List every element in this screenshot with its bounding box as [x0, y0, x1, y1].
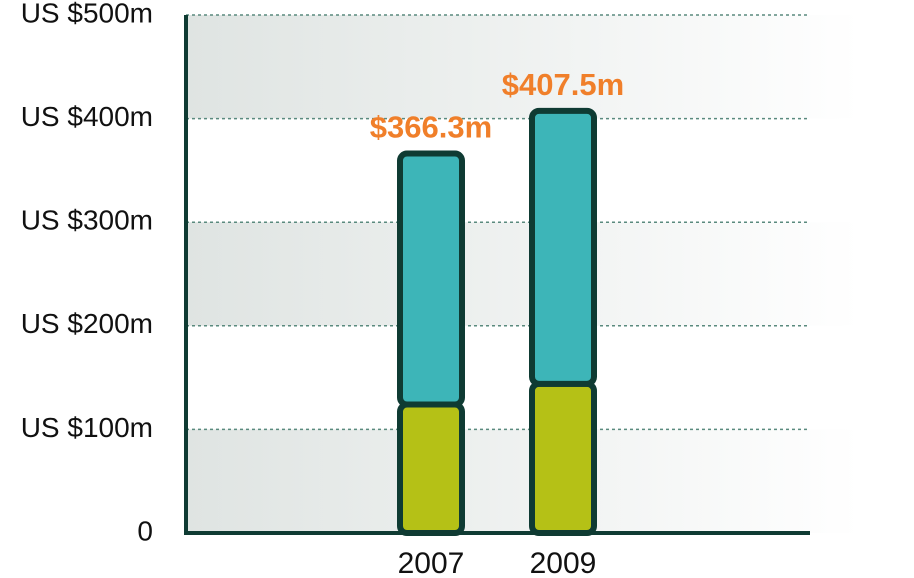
bar-segment: [397, 401, 465, 537]
y-tick-label: US $400m: [21, 101, 153, 132]
y-tick-label: US $500m: [21, 0, 153, 28]
bar-segment: [529, 380, 597, 537]
background-band: [186, 15, 860, 119]
background-band: [186, 222, 860, 326]
total-label: $366.3m: [370, 110, 492, 145]
y-tick-label: 0: [137, 515, 153, 546]
x-tick-label: 2007: [398, 547, 465, 578]
background-band: [186, 429, 860, 533]
x-tick-label: 2009: [530, 547, 597, 578]
y-tick-label: US $100m: [21, 412, 153, 443]
total-label: $407.5m: [502, 67, 624, 102]
bar-segment: [529, 107, 597, 387]
bar-segment: [397, 150, 465, 408]
y-tick-label: US $300m: [21, 205, 153, 236]
y-tick-label: US $200m: [21, 308, 153, 339]
